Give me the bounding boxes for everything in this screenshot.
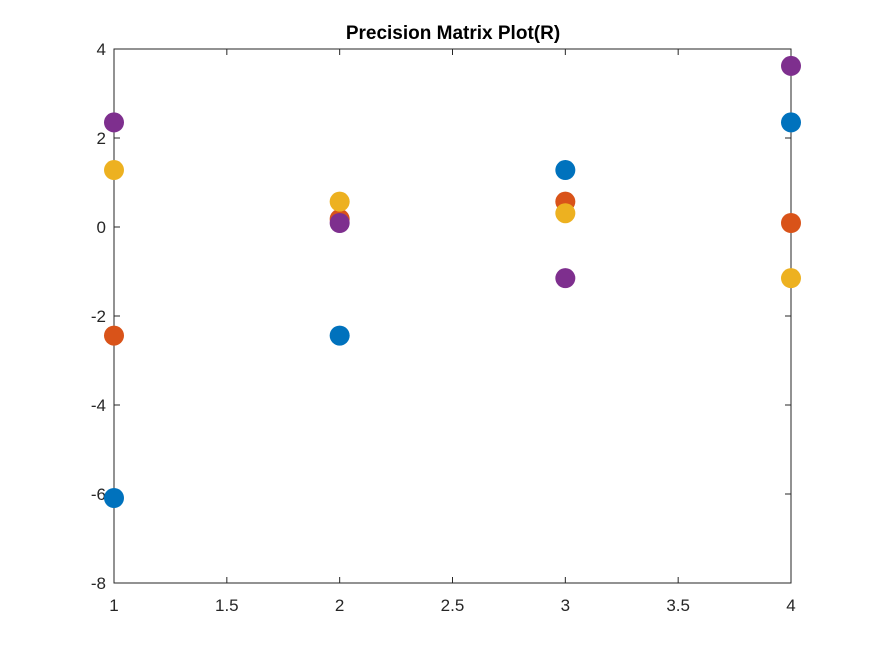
data-point-series-2 [104, 325, 124, 346]
plot-area [113, 48, 792, 584]
data-point-series-1 [555, 160, 576, 181]
data-point-series-1 [329, 325, 350, 346]
x-tick-label: 2 [335, 596, 344, 615]
x-tick-label: 2.5 [441, 596, 465, 615]
x-tick-label: 4 [786, 596, 795, 615]
y-tick-label: 0 [97, 218, 106, 237]
data-point-series-1 [781, 112, 801, 133]
data-point-series-3 [104, 160, 124, 181]
y-tick-label: -4 [91, 396, 106, 415]
x-tick-label: 3.5 [666, 596, 690, 615]
ticks: 1 1.5 2 2.5 3 3.5 4 -8 -6 -4 -2 0 2 4 [91, 40, 796, 615]
y-tick-label: -8 [91, 574, 106, 593]
data-point-series-3 [329, 191, 350, 212]
x-tick-label: 1.5 [215, 596, 239, 615]
y-tick-label: 2 [97, 129, 106, 148]
y-tick-label: -2 [91, 307, 106, 326]
y-tick-label: -6 [91, 485, 106, 504]
data-point-series-4 [329, 212, 350, 233]
x-tick-label: 1 [109, 596, 118, 615]
data-point-series-4 [555, 268, 576, 289]
axes [113, 48, 792, 584]
x-tick-label: 3 [561, 596, 570, 615]
chart-title: Precision Matrix Plot(R) [346, 23, 560, 44]
data-point-series-3 [781, 268, 801, 289]
data-point-series-2 [781, 212, 801, 233]
data-point-series-4 [781, 55, 801, 76]
y-tick-label: 4 [97, 40, 106, 59]
data-point-series-1 [104, 488, 124, 509]
data-point-series-3 [555, 203, 576, 224]
data-points [104, 55, 801, 509]
data-point-series-4 [104, 112, 124, 133]
